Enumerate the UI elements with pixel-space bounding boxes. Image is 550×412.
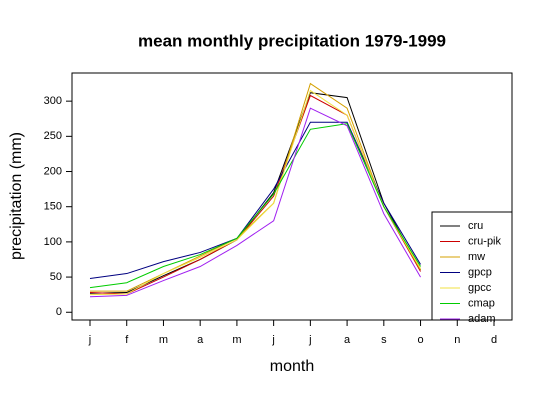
x-tick-label: m [232,334,241,346]
x-tick-label: a [197,334,204,346]
y-tick-label: 150 [44,201,62,213]
legend-label: cru-pik [468,235,502,247]
x-tick-label: d [491,334,497,346]
series-line [89,121,421,279]
y-tick-label: 200 [44,165,62,177]
x-tick-label: o [417,334,423,346]
legend-label: adam [468,313,496,325]
legend-label: cru [468,220,483,232]
y-tick-label: 50 [50,271,62,283]
plot-frame [71,72,513,321]
x-tick-label: j [308,334,311,346]
x-tick-label: j [88,334,91,346]
x-tick-label: a [344,334,351,346]
legend-label: cmap [468,297,495,309]
legend-box [431,211,513,321]
series-line [89,123,421,289]
x-axis-label: month [270,358,314,375]
x-tick-label: j [271,334,274,346]
y-tick-label: 0 [56,306,62,318]
series-line [89,89,421,296]
legend-label: gpcc [468,282,492,294]
legend-label: mw [468,251,485,263]
x-tick-label: n [454,334,460,346]
x-tick-label: f [125,334,129,346]
x-tick-label: m [159,334,168,346]
x-tick-label: s [381,334,387,346]
chart-title: mean monthly precipitation 1979-1999 [138,31,446,50]
y-axis-label: precipitation (mm) [8,132,25,260]
y-tick-label: 250 [44,130,62,142]
y-tick-label: 300 [44,95,62,107]
series-line [89,107,421,298]
y-tick-label: 100 [44,236,62,248]
legend-label: gpcp [468,266,492,278]
